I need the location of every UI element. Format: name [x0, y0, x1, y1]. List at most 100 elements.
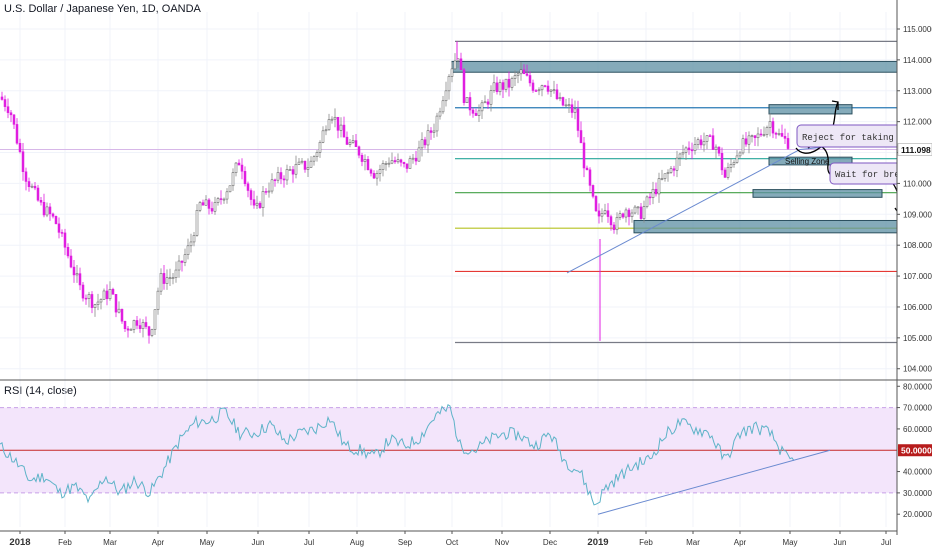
candle-body — [78, 273, 82, 286]
candle-body — [18, 142, 22, 152]
candle-body — [582, 142, 586, 169]
price-tick-label: 113.0000 — [903, 87, 932, 96]
candle-body — [522, 69, 526, 75]
rsi-tick-label: 60.0000 — [903, 425, 932, 434]
candle-body — [393, 160, 397, 163]
candle-body — [531, 82, 535, 91]
time-tick-label: Sep — [398, 538, 413, 547]
price-tick-label: 114.0000 — [903, 56, 932, 65]
candle-body — [507, 78, 511, 88]
candle-body — [9, 112, 13, 116]
candle-body — [129, 329, 133, 331]
candle-body — [255, 202, 259, 206]
candle-body — [678, 153, 682, 159]
candle-body — [330, 118, 334, 121]
candle-body — [537, 89, 541, 92]
candle-body — [513, 75, 517, 79]
candle-body — [303, 160, 307, 170]
candle-body — [786, 138, 790, 149]
candle-body — [246, 183, 250, 191]
candle-body — [60, 232, 64, 234]
candle-body — [525, 73, 529, 76]
candle-body — [351, 140, 355, 143]
last-price-label: 111.098 — [901, 145, 931, 155]
candle-body — [342, 124, 346, 138]
candle-body — [390, 160, 394, 164]
candle-body — [546, 85, 550, 92]
candle-body — [114, 294, 118, 313]
candle-body — [93, 304, 97, 308]
candle-body — [660, 178, 664, 180]
candle-body — [36, 187, 40, 201]
candle-body — [567, 104, 571, 106]
time-tick-label: May — [782, 538, 797, 547]
rsi-pane — [0, 404, 897, 515]
candle-body — [570, 104, 574, 113]
candle-body — [438, 111, 442, 117]
candle-body — [453, 60, 457, 70]
candle-body — [147, 326, 151, 336]
candle-body — [687, 147, 691, 151]
zone-box — [768, 104, 853, 115]
projection-up-arrowhead — [831, 100, 839, 110]
time-tick-label: 2018 — [9, 537, 30, 548]
candle-body — [75, 273, 79, 276]
candle-body — [432, 130, 436, 133]
rsi-line — [0, 404, 795, 506]
candle-body — [417, 147, 421, 162]
candle-body — [540, 85, 544, 91]
candle-body — [573, 108, 577, 113]
candle-body — [645, 196, 649, 207]
chart-title: U.S. Dollar / Japanese Yen, 1D, OANDA — [4, 3, 201, 15]
candle-body — [165, 277, 169, 284]
candle-body — [333, 116, 337, 120]
candle-body — [756, 133, 760, 139]
rsi-tick-label: 40.0000 — [903, 468, 932, 477]
candle-body — [168, 277, 172, 279]
price-tick-label: 108.0000 — [903, 241, 932, 250]
candle-body — [714, 146, 718, 150]
candle-body — [606, 210, 610, 217]
candle-body — [591, 185, 595, 197]
candle-body — [492, 82, 496, 91]
candle-body — [375, 173, 379, 179]
candle-body — [600, 213, 604, 217]
candle-body — [516, 73, 520, 76]
time-tick-label: Jul — [304, 538, 314, 547]
candle-body — [144, 322, 148, 327]
candle-body — [657, 178, 661, 195]
candle-body — [174, 269, 178, 278]
candle-body — [24, 171, 28, 182]
candle-body — [96, 301, 100, 305]
candle-body — [132, 320, 136, 330]
candle-body — [774, 132, 778, 135]
zone-box — [451, 60, 898, 73]
candle-body — [12, 114, 16, 125]
time-tick-label: May — [199, 538, 214, 547]
candle-body — [720, 153, 724, 171]
note-box-reject — [796, 124, 897, 148]
candle-body — [33, 185, 37, 189]
candle-body — [189, 241, 193, 247]
candle-body — [276, 172, 280, 181]
candle-body — [486, 101, 490, 105]
candle-body — [150, 329, 154, 336]
candle-body — [621, 213, 625, 218]
candle-body — [339, 124, 343, 131]
candle-body — [384, 163, 388, 165]
candle-body — [336, 116, 340, 131]
candle-body — [66, 247, 70, 257]
candle-body — [63, 232, 67, 248]
candle-body — [99, 299, 103, 303]
candle-body — [252, 199, 256, 206]
candle-body — [195, 210, 199, 236]
candle-body — [243, 171, 247, 185]
candle-body — [696, 139, 700, 145]
candle-body — [594, 196, 598, 212]
candle-body — [15, 124, 19, 144]
candle-body — [738, 152, 742, 157]
candle-body — [543, 85, 547, 87]
candle-body — [399, 159, 403, 163]
candle-body — [723, 169, 727, 178]
